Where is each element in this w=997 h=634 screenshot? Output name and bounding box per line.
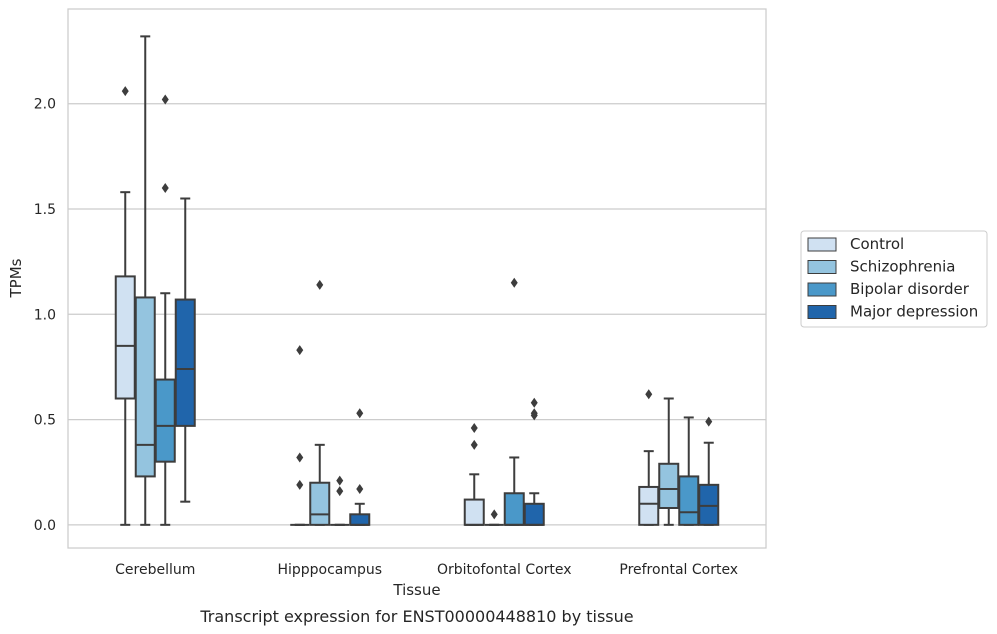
outlier-point — [470, 439, 478, 450]
legend-swatch — [807, 282, 837, 297]
outlier-point — [316, 279, 324, 290]
plot-frame — [67, 8, 767, 549]
legend-label: Control — [850, 235, 904, 253]
box-control — [638, 389, 660, 526]
legend-swatch — [807, 237, 837, 252]
box-body — [134, 296, 156, 478]
outlier-point — [645, 389, 653, 400]
box-major-depression — [523, 397, 545, 526]
outlier-point — [161, 182, 169, 193]
box-schizophrenia — [309, 279, 331, 526]
x-tick-label: Prefrontal Cortex — [619, 562, 738, 578]
outlier-point — [510, 277, 518, 288]
x-axis-label: Tissue — [392, 581, 440, 599]
x-axis-ticks: Cerebellum Hipppocampus Orbitofontal Corte… — [115, 562, 738, 578]
outlier-point — [296, 452, 304, 463]
box-body — [309, 481, 331, 526]
box-control — [290, 345, 310, 526]
outlier-point — [336, 475, 344, 486]
legend-label: Major depression — [850, 303, 978, 321]
box-major-depression — [174, 197, 196, 503]
outlier-point — [470, 422, 478, 433]
box-body — [678, 475, 700, 526]
x-tick-label: Orbitofontal Cortex — [437, 562, 572, 578]
box-schizophrenia — [658, 397, 680, 526]
y-tick-label: 0.0 — [34, 518, 56, 534]
box-body — [463, 498, 485, 526]
box-schizophrenia — [484, 509, 504, 526]
legend-label: Schizophrenia — [850, 258, 955, 276]
y-tick-label: 2.0 — [34, 97, 56, 113]
box-major-depression — [349, 408, 371, 526]
box-schizophrenia — [134, 35, 156, 526]
box-body — [658, 462, 680, 509]
y-axis-ticks: 0.0 0.5 1.0 1.5 2.0 — [34, 97, 56, 534]
chart-caption: Transcript expression for ENST0000044881… — [199, 607, 633, 626]
outlier-point — [336, 486, 344, 497]
outlier-point — [356, 408, 364, 419]
legend-label: Bipolar disorder — [850, 280, 970, 298]
box-body — [349, 513, 371, 526]
box-body — [698, 483, 720, 526]
box-major-depression — [698, 416, 720, 526]
box-control — [463, 422, 485, 526]
box-body — [523, 502, 545, 526]
legend-swatch — [807, 305, 837, 319]
box-bipolar-disorder — [330, 475, 350, 526]
outlier-point — [705, 416, 713, 427]
box-bipolar-disorder — [678, 416, 700, 526]
legend: Control Schizophrenia Bipolar disorder Majo… — [800, 230, 988, 328]
legend-frame — [800, 230, 988, 328]
y-tick-label: 1.0 — [34, 307, 56, 323]
outlier-point — [161, 94, 169, 105]
outlier-point — [356, 484, 364, 495]
outlier-point — [296, 345, 304, 356]
box-body — [154, 378, 176, 463]
outlier-point — [490, 509, 498, 520]
outlier-point — [121, 86, 129, 97]
y-axis-label: TPMs — [7, 258, 25, 298]
box-bipolar-disorder — [154, 94, 176, 526]
box-body — [638, 485, 660, 526]
box-body — [114, 275, 136, 400]
y-tick-label: 0.5 — [34, 413, 56, 429]
x-tick-label: Hipppocampus — [277, 562, 382, 578]
outlier-point — [530, 410, 538, 421]
box-bipolar-disorder — [503, 277, 525, 526]
box-control — [114, 86, 136, 526]
outlier-point — [530, 397, 538, 408]
x-tick-label: Cerebellum — [115, 562, 195, 578]
box-body — [174, 298, 196, 427]
legend-swatch — [807, 260, 837, 274]
box-body — [503, 492, 525, 526]
box-groups — [114, 35, 720, 526]
outlier-point — [296, 479, 304, 490]
y-tick-label: 1.5 — [34, 202, 56, 218]
